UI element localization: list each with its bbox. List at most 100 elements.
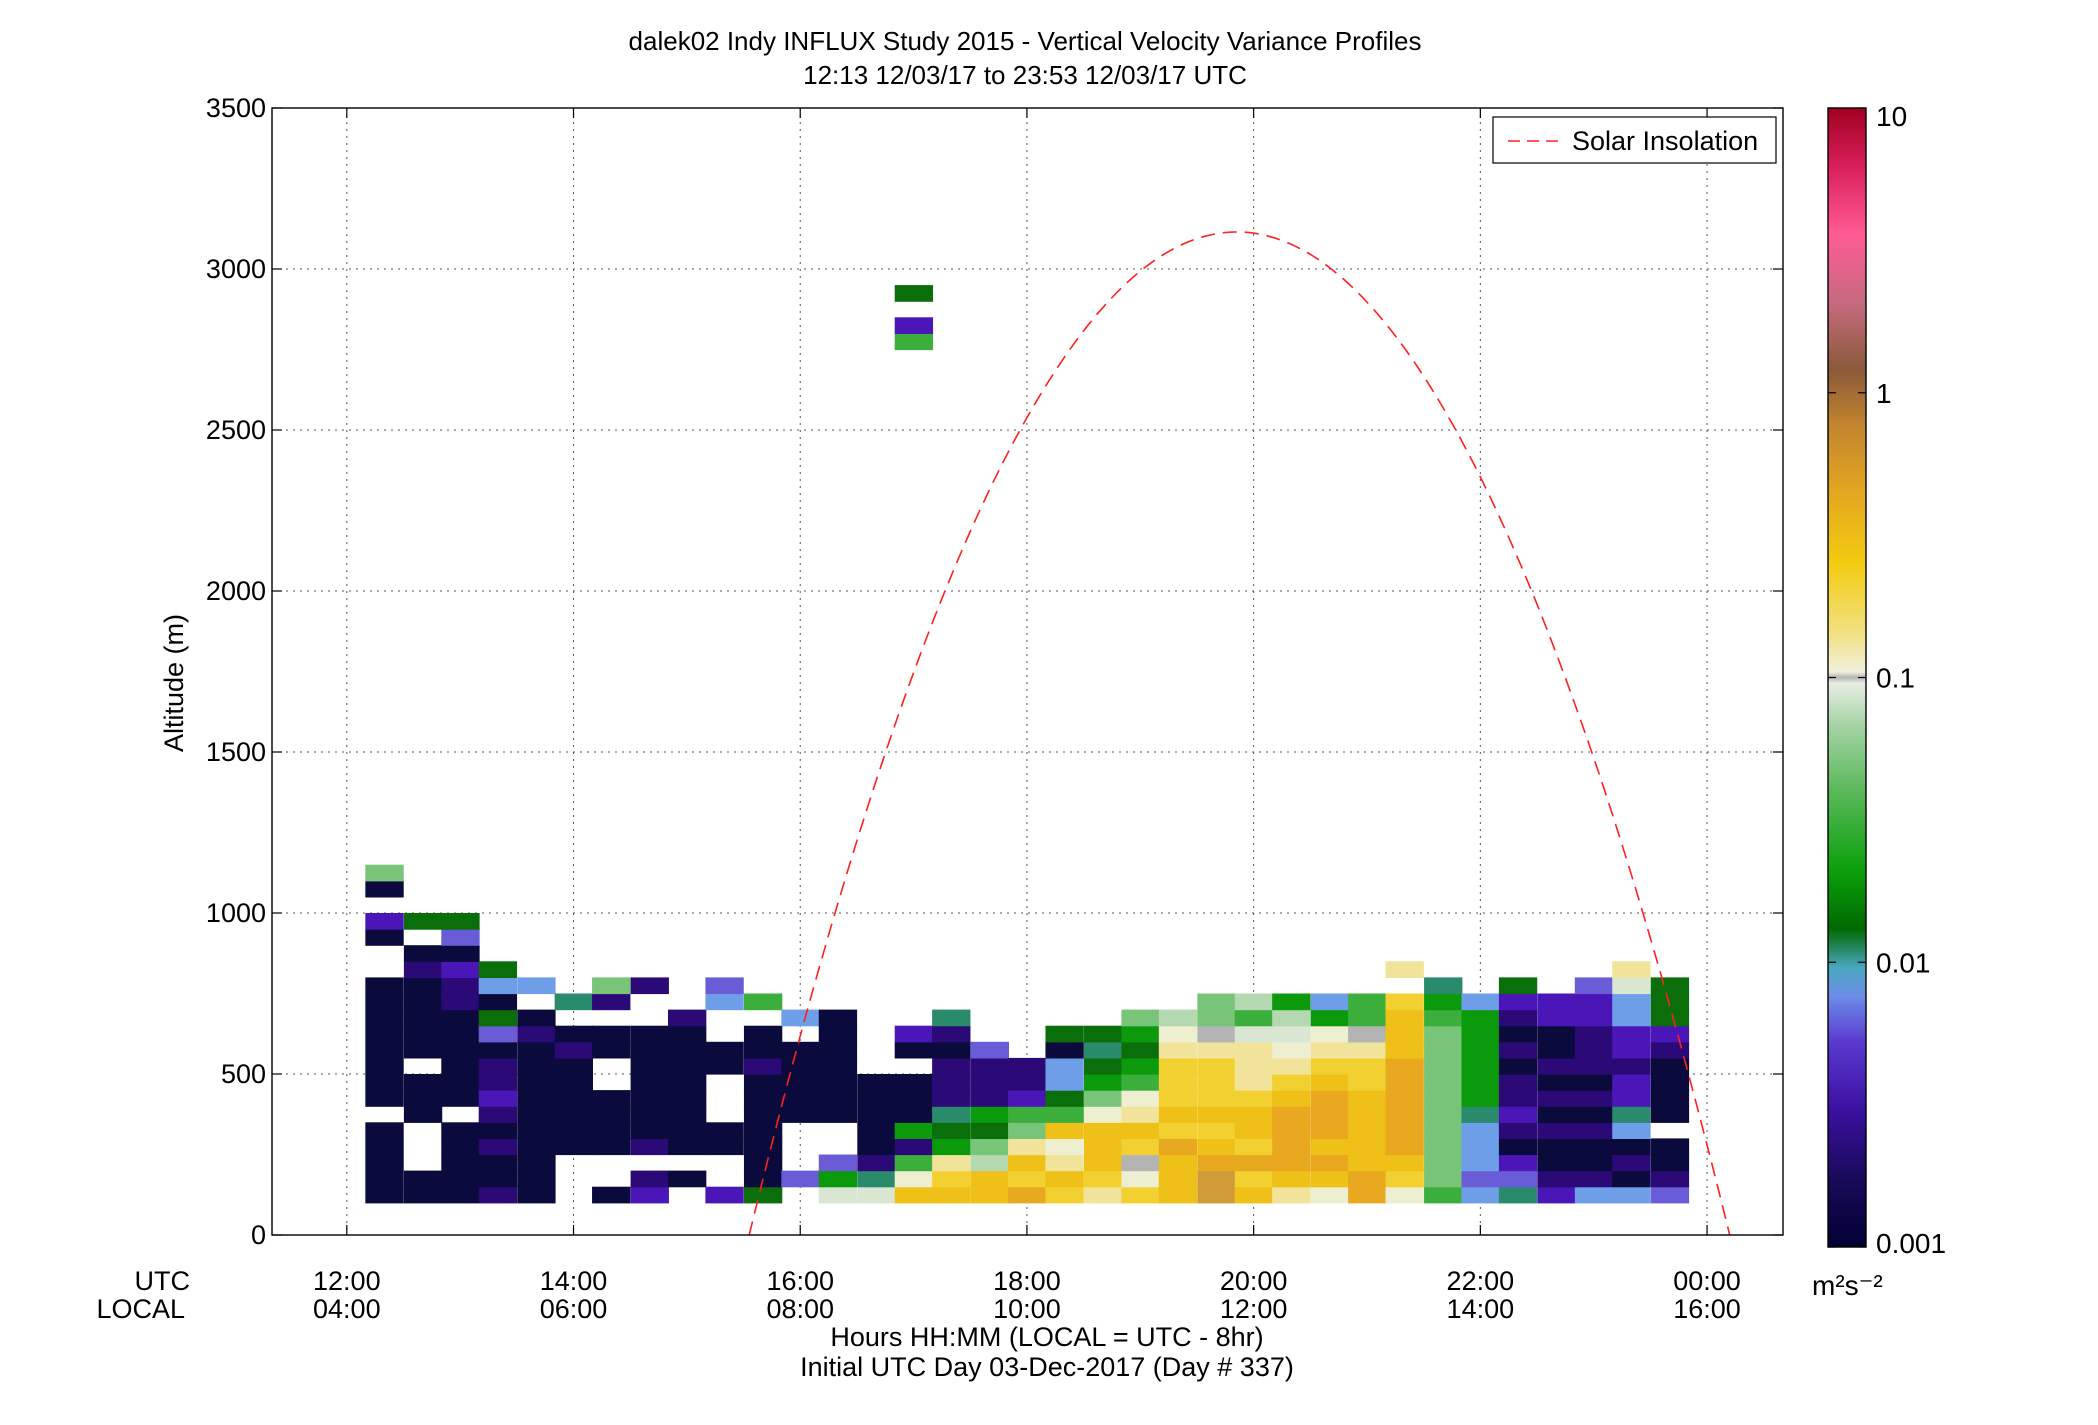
heatmap-cell: [894, 1154, 934, 1172]
heatmap-cell: [894, 1041, 934, 1059]
heatmap-cell: [517, 1057, 556, 1075]
heatmap-cell: [478, 1009, 518, 1027]
heatmap-cell: [1537, 1170, 1576, 1188]
heatmap-cell: [1234, 1025, 1274, 1043]
heatmap-cell: [592, 993, 631, 1011]
heatmap-cell: [478, 1057, 518, 1075]
heatmap-cell: [517, 1009, 556, 1027]
heatmap-cell: [1574, 1074, 1614, 1091]
heatmap-cell: [1461, 1090, 1500, 1107]
heatmap-cell: [932, 1138, 971, 1156]
heatmap-cell: [1424, 1154, 1463, 1172]
heatmap-cell: [1424, 1057, 1463, 1075]
heatmap-cell: [705, 977, 744, 995]
heatmap-cell: [667, 1025, 707, 1043]
heatmap-cell: [743, 1154, 783, 1172]
heatmap-cell: [1574, 1138, 1614, 1156]
heatmap-cell: [1272, 1170, 1311, 1188]
heatmap-cell: [1310, 993, 1350, 1011]
heatmap-cell: [441, 961, 480, 978]
heatmap-cell: [932, 1057, 971, 1075]
x-tick-label-local: 10:00: [993, 1294, 1061, 1324]
heatmap-cell: [932, 1186, 971, 1204]
heatmap-cell: [1310, 1154, 1350, 1172]
heatmap-cell: [1158, 1074, 1198, 1091]
heatmap-cell: [1310, 1009, 1350, 1027]
heatmap-cell: [1008, 1186, 1047, 1204]
heatmap-cell: [1045, 1186, 1084, 1204]
heatmap-cell: [1045, 1170, 1084, 1188]
heatmap-cell: [1197, 1009, 1236, 1027]
heatmap-cell: [592, 1041, 631, 1059]
heatmap-cell: [365, 1090, 404, 1107]
heatmap-cell: [1008, 1074, 1047, 1091]
y-tick-label: 2000: [206, 576, 266, 606]
heatmap-cell: [517, 1122, 556, 1139]
y-tick-label: 3000: [206, 254, 266, 284]
heatmap-cell: [1574, 1009, 1614, 1027]
heatmap-cell: [1498, 1122, 1538, 1139]
heatmap-cell: [1537, 1074, 1576, 1091]
heatmap-cell: [441, 1025, 480, 1043]
heatmap-cell: [1612, 961, 1651, 978]
heatmap-cell: [1158, 1009, 1198, 1027]
heatmap-cell: [1612, 1170, 1651, 1188]
heatmap-cell: [1084, 1025, 1123, 1043]
heatmap-cell: [1121, 1057, 1160, 1075]
x-tick-label-utc: 20:00: [1220, 1266, 1288, 1296]
heatmap-cell: [1197, 1025, 1236, 1043]
heatmap-cell: [592, 1025, 631, 1043]
heatmap-cell: [857, 1138, 896, 1156]
heatmap-cell: [1234, 1057, 1274, 1075]
heatmap-cell: [478, 1090, 518, 1107]
heatmap-cell: [1650, 1090, 1690, 1107]
heatmap-cell: [1234, 1122, 1274, 1139]
heatmap-cell: [1574, 1106, 1614, 1123]
heatmap-cell: [1121, 1090, 1160, 1107]
heatmap-cell: [365, 1009, 404, 1027]
heatmap-cell: [441, 1057, 480, 1075]
heatmap-cell: [1498, 1009, 1538, 1027]
colorbar-tick-label: 0.001: [1876, 1228, 1946, 1259]
heatmap-cell: [894, 1138, 934, 1156]
heatmap-cell: [1574, 1186, 1614, 1204]
heatmap-cell: [441, 945, 480, 962]
x-tick-label-utc: 00:00: [1673, 1266, 1741, 1296]
x-tick-label-utc: 14:00: [540, 1266, 608, 1296]
heatmap-cell: [743, 1138, 783, 1156]
heatmap-cell: [1084, 1186, 1123, 1204]
heatmap-cell: [1008, 1154, 1047, 1172]
heatmap-cell: [1612, 1041, 1651, 1059]
heatmap-cell: [365, 880, 404, 898]
heatmap-cell: [705, 1041, 744, 1059]
heatmap-cell: [1498, 1170, 1538, 1188]
legend: Solar Insolation: [1492, 116, 1777, 164]
x-tick-label-local: 06:00: [540, 1294, 608, 1324]
colorbar-tick-label: 1: [1876, 378, 1892, 409]
x-axis-label-day: Initial UTC Day 03-Dec-2017 (Day # 337): [800, 1352, 1294, 1382]
heatmap-cell: [1612, 1186, 1651, 1204]
heatmap-cell: [630, 977, 669, 995]
heatmap-cell: [932, 1106, 971, 1123]
heatmap-cell: [1498, 1138, 1538, 1156]
heatmap-cell: [1158, 1057, 1198, 1075]
heatmap-cell: [970, 1170, 1009, 1188]
heatmap-cell: [630, 1122, 669, 1139]
heatmap-cell: [1272, 993, 1311, 1011]
heatmap-cell: [478, 1041, 518, 1059]
x-tick-label-local: 04:00: [313, 1294, 381, 1324]
heatmap-cell: [1084, 1154, 1123, 1172]
x-tick-label-utc: 12:00: [313, 1266, 381, 1296]
heatmap-cell: [1045, 1057, 1084, 1075]
heatmap-cell: [1537, 1122, 1576, 1139]
heatmap-cell: [1310, 1186, 1350, 1204]
heatmap-cell: [1310, 1090, 1350, 1107]
heatmap-cell: [743, 1090, 783, 1107]
heatmap-cell: [1461, 1025, 1500, 1043]
heatmap-cell: [857, 1106, 896, 1123]
x-tick-label-local: 16:00: [1673, 1294, 1741, 1324]
heatmap-cell: [667, 1009, 707, 1027]
heatmap-cell: [743, 1041, 783, 1059]
heatmap-cell: [1008, 1057, 1047, 1075]
